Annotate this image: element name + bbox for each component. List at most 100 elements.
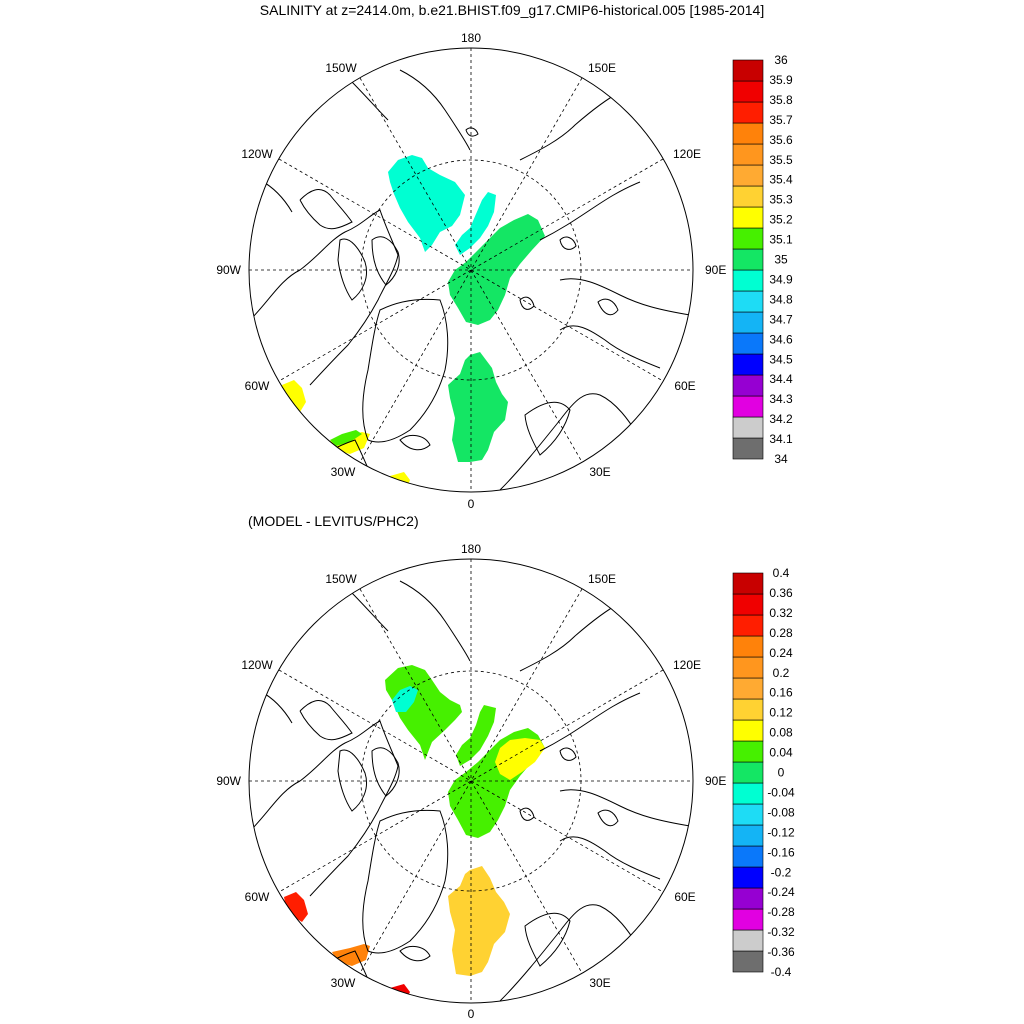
longitude-labels: 180 0 90W 90E 150W 150E 120W 120E 60W 60… bbox=[216, 31, 726, 511]
lon-label-60w: 60W bbox=[245, 890, 270, 904]
region-iceland bbox=[332, 944, 370, 966]
colorbar-tick-label: 35.8 bbox=[769, 93, 793, 107]
colorbar-tick-label: -0.2 bbox=[771, 865, 792, 879]
colorbar-box bbox=[732, 929, 764, 952]
lon-label-120w: 120W bbox=[241, 658, 273, 672]
lon-label-150e: 150E bbox=[588, 572, 616, 586]
colorbar-tick-label: 0.2 bbox=[773, 666, 790, 680]
colorbar-box bbox=[732, 164, 764, 187]
colorbar-tick-label: 0.08 bbox=[769, 726, 793, 740]
colorbar-tick-label: 35.7 bbox=[769, 113, 793, 127]
colorbar-tick-label: 34.2 bbox=[769, 412, 793, 426]
colorbar-tick-label: -0.32 bbox=[767, 925, 795, 939]
colorbar-box bbox=[732, 719, 764, 742]
salinity-map: 180 0 90W 90E 150W 150E 120W 120E 60W 60… bbox=[216, 31, 793, 511]
colorbar-box bbox=[732, 677, 764, 700]
colorbar-tick-label: 35 bbox=[774, 253, 788, 267]
region-makarov-strip bbox=[456, 705, 496, 766]
lon-label-90e: 90E bbox=[705, 774, 726, 788]
colorbar-tick-label: 35.6 bbox=[769, 133, 793, 147]
longitude-labels: 180 0 90W 90E 150W 150E 120W 120E 60W 60… bbox=[216, 542, 726, 1021]
colorbar-box bbox=[732, 416, 764, 439]
colorbar-tick-label: -0.24 bbox=[767, 885, 795, 899]
difference-subtitle: (MODEL - LEVITUS/PHC2) bbox=[248, 513, 419, 529]
region-greenland-sea bbox=[448, 866, 510, 976]
region-atlantic bbox=[390, 472, 410, 490]
region-labrador bbox=[284, 892, 308, 922]
colorbar-box bbox=[732, 227, 764, 250]
salinity-colorbar: 34 34.1 34.2 34.3 34.4 34.5 34.6 34.7 34.8 34.9 35… bbox=[732, 53, 793, 466]
colorbar-tick-label: 34.1 bbox=[769, 432, 793, 446]
colorbar-tick-label: 35.2 bbox=[769, 213, 793, 227]
colorbar-box bbox=[732, 698, 764, 721]
lon-label-30e: 30E bbox=[589, 976, 610, 990]
colorbar-tick-label: 34 bbox=[774, 452, 788, 466]
lon-label-30w: 30W bbox=[331, 976, 356, 990]
colorbar-tick-label: 35.1 bbox=[769, 233, 793, 247]
colorbar-box bbox=[732, 950, 764, 973]
lon-label-30e: 30E bbox=[589, 465, 610, 479]
colorbar-tick-label: 34.7 bbox=[769, 312, 793, 326]
main-title: SALINITY at z=2414.0m, b.e21.BHIST.f09_g… bbox=[259, 2, 765, 18]
colorbar-box bbox=[732, 122, 764, 145]
colorbar-tick-label: 34.6 bbox=[769, 332, 793, 346]
colorbar-tick-label: 35.9 bbox=[769, 73, 793, 87]
colorbar-box bbox=[732, 824, 764, 847]
colorbar-tick-label: 0 bbox=[778, 766, 785, 780]
colorbar-box bbox=[732, 101, 764, 124]
colorbar-box bbox=[732, 353, 764, 376]
difference-fill-layer bbox=[284, 665, 545, 1000]
lon-label-180: 180 bbox=[461, 542, 481, 556]
colorbar-box bbox=[732, 59, 764, 82]
lon-label-60e: 60E bbox=[674, 379, 695, 393]
region-iceland-yellow bbox=[330, 432, 370, 454]
colorbar-tick-label: -0.36 bbox=[767, 945, 795, 959]
colorbar-box bbox=[732, 185, 764, 208]
colorbar-tick-label: 35.3 bbox=[769, 193, 793, 207]
map-boundary bbox=[248, 558, 694, 1004]
colorbar-tick-label: 34.3 bbox=[769, 392, 793, 406]
colorbar-box bbox=[732, 374, 764, 397]
colorbar-box bbox=[732, 740, 764, 763]
lon-label-90w: 90W bbox=[216, 263, 241, 277]
colorbar-box bbox=[732, 269, 764, 292]
colorbar-tick-label: 0.24 bbox=[769, 646, 793, 660]
colorbar-box bbox=[732, 908, 764, 931]
lon-label-90w: 90W bbox=[216, 774, 241, 788]
colorbar-tick-label: 35.4 bbox=[769, 173, 793, 187]
region-makarov-strip bbox=[455, 192, 496, 255]
colorbar-box bbox=[732, 761, 764, 784]
region-atlantic bbox=[390, 984, 410, 1000]
colorbar-box bbox=[732, 395, 764, 418]
colorbar-tick-label: -0.08 bbox=[767, 805, 795, 819]
colorbar-box bbox=[732, 437, 764, 460]
colorbar-tick-label: -0.28 bbox=[767, 905, 795, 919]
salinity-fill-layer bbox=[282, 155, 545, 490]
colorbar-tick-label: 0.12 bbox=[769, 706, 793, 720]
colorbar-tick-label: 0.32 bbox=[769, 606, 793, 620]
colorbar-box bbox=[732, 845, 764, 868]
region-canada-teal-core bbox=[392, 686, 418, 712]
colorbar-box bbox=[732, 635, 764, 658]
colorbar-box bbox=[732, 866, 764, 889]
colorbar-tick-label: -0.16 bbox=[767, 845, 795, 859]
colorbar-tick-label: 34.4 bbox=[769, 372, 793, 386]
colorbar-tick-label: 34.5 bbox=[769, 352, 793, 366]
colorbar-tick-label: 34.8 bbox=[769, 292, 793, 306]
coastline-layer bbox=[249, 580, 691, 1003]
colorbar-box bbox=[732, 248, 764, 271]
region-canada-basin bbox=[388, 155, 465, 252]
difference-colorbar: -0.4 -0.36 -0.32 -0.28 -0.24 -0.2 -0.16 -0.12 -0… bbox=[732, 566, 795, 979]
colorbar-box bbox=[732, 143, 764, 166]
colorbar-box bbox=[732, 80, 764, 103]
region-greenland-sea bbox=[448, 352, 508, 462]
lon-label-180: 180 bbox=[461, 31, 481, 45]
lon-label-30w: 30W bbox=[331, 465, 356, 479]
region-labrador bbox=[282, 380, 306, 412]
lon-label-150w: 150W bbox=[325, 61, 357, 75]
colorbar-box bbox=[732, 290, 764, 313]
lon-label-150w: 150W bbox=[325, 572, 357, 586]
lon-label-90e: 90E bbox=[705, 263, 726, 277]
colorbar-box bbox=[732, 593, 764, 616]
